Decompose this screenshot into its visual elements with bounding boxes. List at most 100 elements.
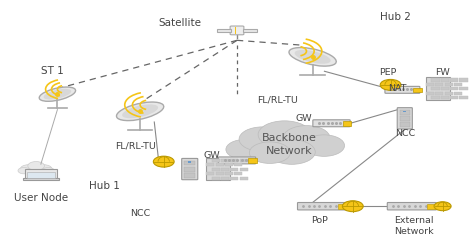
Bar (216, 172, 224, 175)
Text: GW: GW (204, 151, 220, 160)
Bar (450, 78, 458, 81)
Bar (426, 83, 434, 86)
Bar (337, 204, 347, 209)
Bar (403, 111, 406, 112)
Bar (212, 177, 220, 180)
FancyBboxPatch shape (23, 178, 59, 180)
Bar (459, 78, 467, 81)
FancyBboxPatch shape (298, 202, 346, 210)
Bar (428, 204, 437, 209)
Bar (27, 172, 55, 178)
Bar (441, 78, 449, 81)
Text: NAT: NAT (388, 84, 407, 93)
Text: User Node: User Node (14, 192, 68, 203)
Bar (426, 92, 434, 95)
Text: ST 1: ST 1 (41, 66, 64, 76)
Bar (184, 167, 195, 172)
Circle shape (268, 140, 315, 164)
Bar (431, 87, 439, 90)
Bar (221, 159, 229, 162)
Bar (441, 96, 449, 99)
Bar (240, 168, 248, 171)
Bar (230, 159, 238, 162)
Circle shape (42, 168, 55, 174)
Bar (400, 116, 410, 121)
Bar (431, 96, 439, 99)
Bar (413, 88, 421, 92)
Bar (459, 96, 467, 99)
Text: NCC: NCC (395, 129, 415, 138)
Bar (206, 158, 230, 180)
Bar (343, 121, 352, 125)
Bar (230, 177, 238, 180)
Circle shape (20, 165, 37, 173)
Text: Hub 1: Hub 1 (89, 182, 120, 191)
FancyBboxPatch shape (387, 202, 437, 210)
Bar (234, 172, 242, 175)
Bar (436, 83, 444, 86)
Circle shape (303, 135, 345, 156)
Text: PoP: PoP (311, 216, 328, 225)
FancyBboxPatch shape (25, 169, 57, 179)
Bar (248, 158, 257, 163)
Circle shape (258, 121, 311, 148)
FancyBboxPatch shape (385, 86, 420, 93)
Bar (216, 163, 224, 167)
Bar (436, 92, 444, 95)
Ellipse shape (122, 104, 158, 118)
Bar (454, 83, 462, 86)
Text: FL/RL-TU: FL/RL-TU (115, 142, 156, 151)
Text: Satellite: Satellite (159, 18, 201, 28)
Ellipse shape (295, 50, 331, 64)
Text: GW: GW (296, 114, 313, 123)
Bar (454, 92, 462, 95)
Text: FW: FW (435, 68, 450, 77)
Text: Backbone
Network: Backbone Network (262, 133, 317, 156)
Bar (426, 77, 450, 100)
Bar (400, 122, 410, 127)
Circle shape (283, 125, 330, 150)
FancyBboxPatch shape (313, 120, 350, 127)
Bar (234, 163, 242, 167)
Circle shape (249, 142, 291, 163)
Bar (184, 173, 195, 178)
Circle shape (226, 139, 264, 159)
Bar (225, 172, 233, 175)
Bar (212, 168, 220, 171)
Bar (212, 159, 220, 162)
Bar (445, 83, 453, 86)
Bar (206, 172, 214, 175)
Circle shape (18, 168, 30, 174)
Text: External
Network: External Network (394, 216, 434, 236)
Bar (184, 161, 195, 165)
Bar (225, 163, 233, 167)
Ellipse shape (117, 102, 164, 121)
Bar (240, 177, 248, 180)
Ellipse shape (44, 89, 71, 100)
Circle shape (36, 165, 52, 173)
Bar (206, 163, 214, 167)
Text: NCC: NCC (130, 209, 150, 218)
Bar (188, 161, 191, 163)
Circle shape (239, 127, 286, 151)
Bar (230, 168, 238, 171)
Bar (240, 159, 248, 162)
Bar (400, 110, 410, 115)
Circle shape (154, 156, 174, 167)
FancyBboxPatch shape (230, 26, 244, 35)
Bar (221, 168, 229, 171)
Bar (221, 177, 229, 180)
FancyBboxPatch shape (397, 108, 412, 129)
FancyBboxPatch shape (182, 158, 198, 180)
Bar (450, 96, 458, 99)
Text: PEP: PEP (380, 68, 397, 77)
Circle shape (380, 79, 401, 90)
Bar (450, 87, 458, 90)
Bar (431, 78, 439, 81)
FancyBboxPatch shape (219, 157, 255, 164)
Circle shape (434, 202, 451, 211)
Bar (244, 29, 257, 32)
Text: Hub 2: Hub 2 (380, 12, 411, 22)
Bar (459, 87, 467, 90)
Bar (235, 27, 237, 34)
